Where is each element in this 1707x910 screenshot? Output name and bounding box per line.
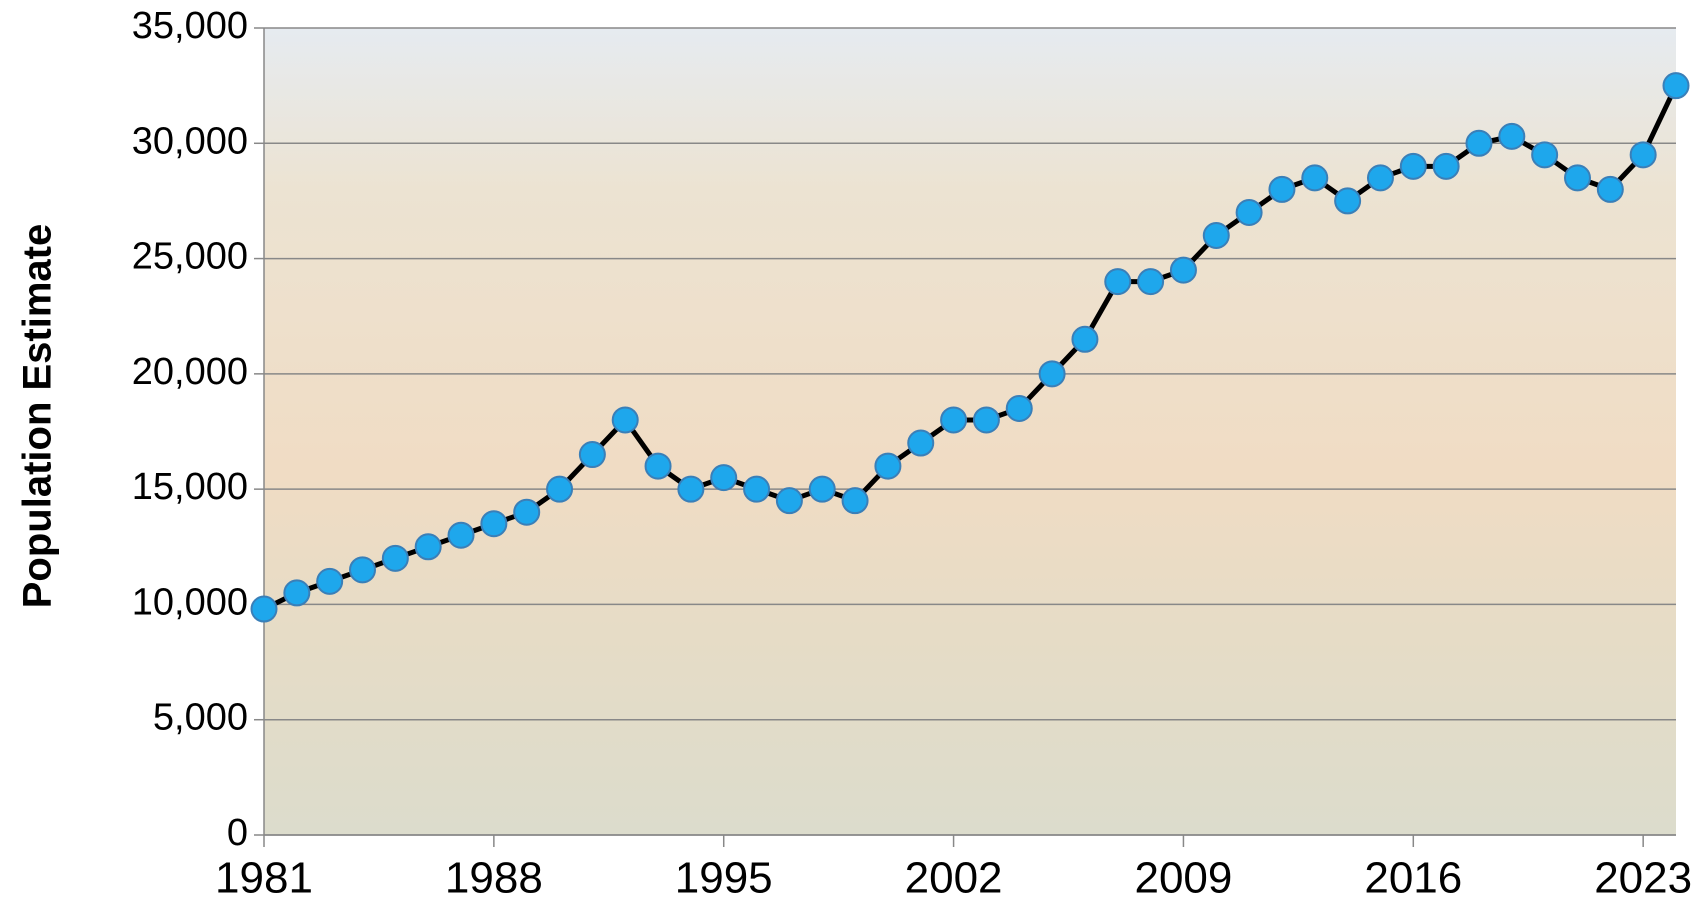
- data-point: [1040, 361, 1065, 386]
- data-point: [1237, 200, 1262, 225]
- data-point: [711, 465, 736, 490]
- data-point: [777, 488, 802, 513]
- data-point: [383, 546, 408, 571]
- plot-background: [264, 28, 1676, 835]
- data-point: [1499, 124, 1524, 149]
- data-point: [974, 407, 999, 432]
- y-tick-label: 0: [227, 812, 248, 854]
- x-tick-label: 1995: [675, 854, 773, 903]
- x-tick-label: 1981: [215, 854, 313, 903]
- data-point: [646, 454, 671, 479]
- data-point: [449, 523, 474, 548]
- data-point: [1302, 165, 1327, 190]
- data-point: [1105, 269, 1130, 294]
- data-point: [1368, 165, 1393, 190]
- data-point: [1335, 188, 1360, 213]
- y-tick-label: 5,000: [153, 697, 248, 739]
- data-point: [908, 431, 933, 456]
- data-point: [350, 557, 375, 582]
- y-axis-label: Population Estimate: [16, 224, 60, 609]
- data-point: [843, 488, 868, 513]
- data-point: [941, 407, 966, 432]
- data-point: [744, 477, 769, 502]
- data-point: [416, 534, 441, 559]
- data-point: [1466, 131, 1491, 156]
- data-point: [547, 477, 572, 502]
- y-tick-label: 10,000: [132, 581, 248, 623]
- y-tick-label: 30,000: [132, 120, 248, 162]
- data-point: [317, 569, 342, 594]
- chart: Population Estimate 0 5,000 10,000 15,000 20…: [0, 0, 1707, 910]
- data-point: [1072, 327, 1097, 352]
- data-point: [1171, 258, 1196, 283]
- data-point: [1007, 396, 1032, 421]
- data-point: [1269, 177, 1294, 202]
- x-tick-label: 2002: [905, 854, 1003, 903]
- y-tick-label: 25,000: [132, 236, 248, 278]
- data-point: [252, 597, 277, 622]
- y-tick-label: 15,000: [132, 466, 248, 508]
- x-tick-label: 2016: [1364, 854, 1462, 903]
- data-point: [1434, 154, 1459, 179]
- data-point: [678, 477, 703, 502]
- x-tick-label: 2023: [1594, 854, 1692, 903]
- data-point: [1664, 73, 1689, 98]
- data-point: [1598, 177, 1623, 202]
- data-point: [284, 580, 309, 605]
- data-point: [1565, 165, 1590, 190]
- data-point: [481, 511, 506, 536]
- x-tick-label: 2009: [1134, 854, 1232, 903]
- y-tick-label: 35,000: [132, 5, 248, 47]
- y-tick-label: 20,000: [132, 351, 248, 393]
- page: {"chart_data": {"type": "line", "y_label…: [0, 0, 1707, 910]
- data-point: [1631, 142, 1656, 167]
- data-point: [580, 442, 605, 467]
- data-point: [514, 500, 539, 525]
- data-point: [1532, 142, 1557, 167]
- data-point: [810, 477, 835, 502]
- data-point: [1204, 223, 1229, 248]
- data-point: [613, 407, 638, 432]
- data-point: [875, 454, 900, 479]
- data-point: [1401, 154, 1426, 179]
- x-tick-label: 1988: [445, 854, 543, 903]
- data-point: [1138, 269, 1163, 294]
